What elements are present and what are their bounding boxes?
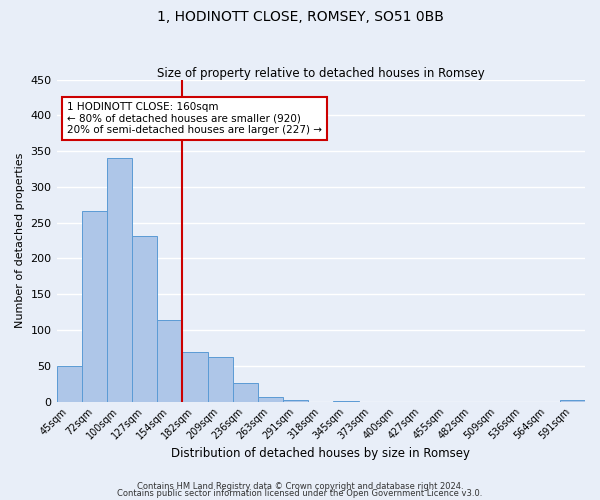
- Text: 1, HODINOTT CLOSE, ROMSEY, SO51 0BB: 1, HODINOTT CLOSE, ROMSEY, SO51 0BB: [157, 10, 443, 24]
- Title: Size of property relative to detached houses in Romsey: Size of property relative to detached ho…: [157, 66, 485, 80]
- Text: Contains public sector information licensed under the Open Government Licence v3: Contains public sector information licen…: [118, 490, 482, 498]
- Bar: [334, 401, 359, 402]
- Text: 1 HODINOTT CLOSE: 160sqm
← 80% of detached houses are smaller (920)
20% of semi-: 1 HODINOTT CLOSE: 160sqm ← 80% of detach…: [67, 102, 322, 136]
- Bar: [283, 400, 308, 402]
- Bar: [107, 158, 132, 402]
- Bar: [132, 236, 157, 402]
- Text: Contains HM Land Registry data © Crown copyright and database right 2024.: Contains HM Land Registry data © Crown c…: [137, 482, 463, 491]
- Bar: [56, 366, 82, 402]
- Bar: [157, 320, 182, 402]
- Bar: [560, 400, 585, 402]
- Bar: [208, 356, 233, 402]
- Bar: [233, 383, 258, 402]
- X-axis label: Distribution of detached houses by size in Romsey: Distribution of detached houses by size …: [171, 447, 470, 460]
- Bar: [182, 352, 208, 402]
- Y-axis label: Number of detached properties: Number of detached properties: [15, 153, 25, 328]
- Bar: [258, 396, 283, 402]
- Bar: [82, 210, 107, 402]
